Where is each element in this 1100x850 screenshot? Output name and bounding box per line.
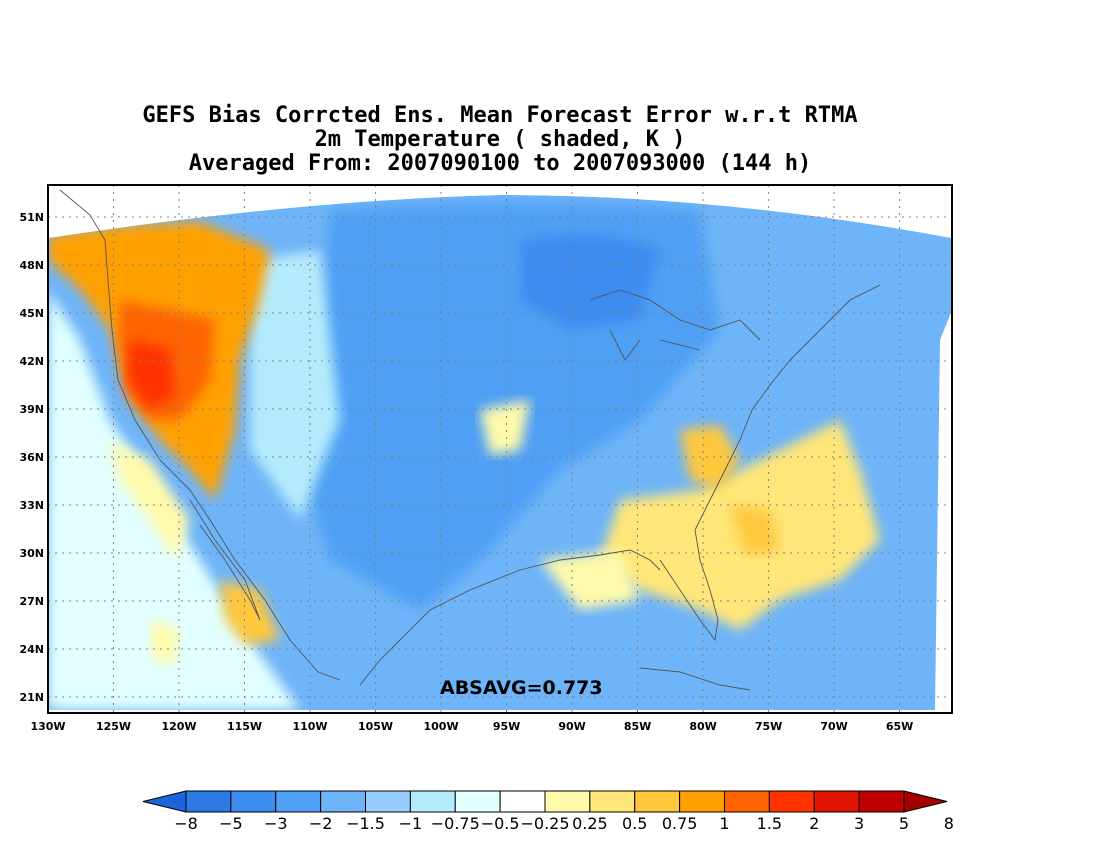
colorbar-label: −5	[219, 814, 243, 833]
absavg-statistic: ABSAVG=0.773	[440, 677, 603, 699]
colorbar-label: 8	[944, 814, 954, 833]
lat-tick-label: 42N	[19, 355, 44, 368]
field-texas-pale	[480, 400, 530, 455]
colorbar-swatch	[320, 790, 366, 813]
colorbar-swatch	[365, 790, 411, 813]
latitude-labels: 51N 48N 45N 42N 39N 36N 33N 30N 27N 24N 21N	[19, 211, 44, 704]
plot-frame	[47, 184, 953, 714]
title-line-2: 2m Temperature ( shaded, K )	[314, 127, 686, 152]
colorbar-swatch	[724, 790, 770, 813]
lat-tick-label: 51N	[19, 211, 44, 224]
colorbar-arrow-high	[903, 790, 948, 813]
field-pacific-warm	[150, 620, 180, 665]
colorbar-swatch	[499, 790, 546, 813]
colorbar-swatch	[275, 790, 322, 813]
colorbar-label: 0.25	[572, 814, 608, 833]
coastline-atlantic	[694, 284, 881, 531]
colorbar-swatch	[230, 790, 277, 813]
colorbar-label: −3	[264, 814, 288, 833]
colorbar-label: −0.75	[431, 814, 480, 833]
field-pale-plains	[250, 250, 340, 520]
colorbar-labels: −8 −5 −3 −2 −1.5 −1 −0.75 −0.5 −0.25 0.25 0.5 0.75 1…	[174, 814, 954, 833]
colorbar-swatch	[813, 790, 860, 813]
lat-tick-label: 21N	[19, 691, 44, 704]
colorbar-swatch	[768, 790, 815, 813]
coastline-pacific	[59, 189, 341, 681]
colorbar-label: 0.75	[662, 814, 698, 833]
colorbar-label: −8	[174, 814, 198, 833]
field-outside-top	[48, 185, 952, 238]
lat-tick-label: 36N	[19, 451, 44, 464]
colorbar-swatch	[409, 790, 456, 813]
lon-tick-label: 100W	[423, 720, 458, 733]
colorbar-swatch	[589, 790, 636, 813]
field-carolinas-warm	[680, 425, 740, 490]
lat-tick-label: 45N	[19, 307, 44, 320]
colorbar-label: 1.5	[757, 814, 782, 833]
lon-tick-label: 85W	[624, 720, 651, 733]
colorbar-swatch	[634, 790, 681, 813]
colorbar-swatch	[544, 790, 591, 813]
lon-tick-label: 105W	[358, 720, 393, 733]
colorbar	[142, 790, 948, 813]
title-line-1: GEFS Bias Corrcted Ens. Mean Forecast Er…	[142, 103, 858, 128]
colorbar-swatch	[858, 790, 905, 813]
lon-tick-label: 80W	[689, 720, 716, 733]
lat-tick-label: 30N	[19, 547, 44, 560]
coastline-florida	[659, 529, 719, 642]
lon-tick-label: 75W	[755, 720, 782, 733]
lon-tick-label: 125W	[96, 720, 131, 733]
longitude-labels: 130W 125W 120W 115W 110W 105W 100W 95W 90W 85W 80W…	[30, 720, 913, 733]
coastline-great-lakes	[589, 289, 761, 361]
colorbar-label: 1	[719, 814, 729, 833]
field-ocean-pale-west	[48, 290, 300, 710]
coastline-cuba	[639, 667, 751, 691]
lat-tick-label: 24N	[19, 643, 44, 656]
colorbar-label: 0.5	[622, 814, 647, 833]
coastlines	[59, 189, 881, 691]
field-atlantic-warm	[730, 505, 780, 555]
lat-tick-label: 48N	[19, 259, 44, 272]
colorbar-label: −0.25	[520, 814, 569, 833]
field-west-hottest	[128, 340, 175, 410]
field-mexico-warm	[220, 580, 280, 645]
colorbar-swatch	[454, 790, 501, 813]
field-gulf-pale	[540, 550, 640, 610]
colorbar-label: −1.5	[346, 814, 385, 833]
colorbar-label: 5	[899, 814, 909, 833]
lon-tick-label: 95W	[493, 720, 520, 733]
colorbar-label: −1	[399, 814, 423, 833]
lat-tick-label: 27N	[19, 595, 44, 608]
colorbar-label: −0.5	[481, 814, 520, 833]
lon-tick-label: 65W	[886, 720, 913, 733]
lat-tick-label: 39N	[19, 403, 44, 416]
colorbar-label: 3	[854, 814, 864, 833]
colorbar-label: −2	[309, 814, 333, 833]
colorbar-swatch	[185, 790, 232, 813]
lon-tick-label: 90W	[558, 720, 585, 733]
colorbar-arrow-low	[142, 790, 187, 813]
shaded-field	[48, 185, 952, 710]
lon-tick-label: 115W	[227, 720, 262, 733]
lon-tick-label: 110W	[292, 720, 327, 733]
coastline-baja	[189, 499, 261, 621]
lon-tick-label: 120W	[161, 720, 196, 733]
field-north-cool	[520, 234, 660, 330]
colorbar-label: 2	[809, 814, 819, 833]
field-baja-warm	[110, 440, 190, 560]
lon-tick-label: 130W	[30, 720, 65, 733]
title-line-3: Averaged From: 2007090100 to 2007093000 …	[188, 151, 812, 176]
lon-tick-label: 70W	[820, 720, 847, 733]
colorbar-swatch	[679, 790, 725, 813]
lat-tick-label: 33N	[19, 499, 44, 512]
